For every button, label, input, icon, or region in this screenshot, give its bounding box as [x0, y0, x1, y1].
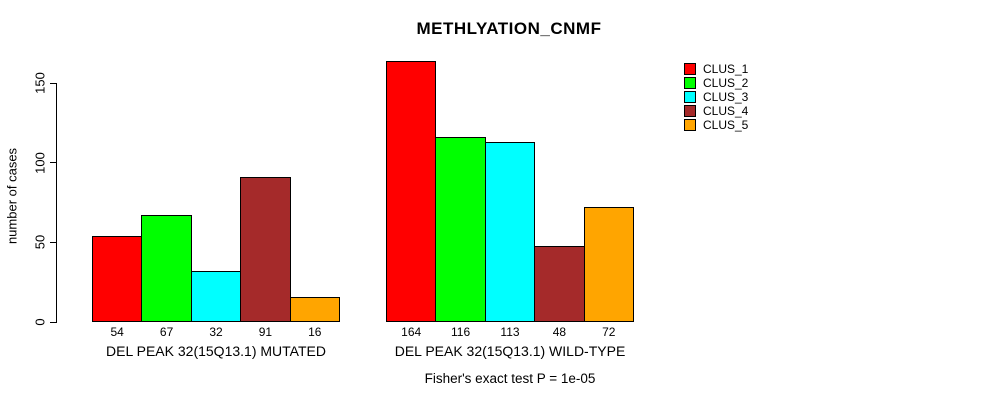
bar-clus_1-group1 [92, 235, 143, 322]
chart-title: METHLYATION_CNMF [416, 19, 602, 38]
bar-clus_4-group1 [240, 177, 291, 322]
y-axis-tick [50, 321, 56, 323]
legend-item-label: CLUS_3 [703, 90, 749, 104]
legend-swatch-clus_5 [684, 119, 696, 131]
bar-value-label: 67 [159, 325, 174, 339]
y-axis-tick-label: 150 [32, 72, 48, 94]
bar-value-label: 32 [209, 325, 223, 339]
y-axis-tick [50, 162, 56, 164]
legend-swatch-clus_4 [684, 105, 696, 117]
legend-item: CLUS_4 [684, 104, 748, 118]
bar-value-label: 91 [258, 325, 273, 339]
bar-clus_2-group1 [141, 215, 192, 322]
legend-item-label: CLUS_1 [703, 62, 749, 76]
legend-item: CLUS_3 [684, 90, 748, 104]
legend-item-label: CLUS_2 [703, 76, 749, 90]
y-axis-line [56, 83, 57, 323]
bar-clus_5-group2 [583, 207, 634, 322]
y-axis-tick [50, 82, 56, 84]
bar-value-label: 72 [602, 325, 616, 339]
bar-value-label: 16 [308, 325, 322, 339]
group-label-group1: DEL PEAK 32(15Q13.1) MUTATED [106, 343, 326, 359]
y-axis-tick-label: 0 [32, 318, 48, 326]
bar-value-label: 116 [451, 325, 471, 339]
bar-value-label: 54 [110, 325, 124, 339]
bar-value-label: 164 [401, 325, 422, 339]
bar-value-label: 48 [552, 325, 567, 339]
legend: CLUS_1 CLUS_2 CLUS_3 CLUS_4 CLUS_5 [684, 62, 748, 132]
bar-value-label: 113 [500, 325, 520, 339]
legend-item: CLUS_5 [684, 118, 748, 132]
bar-clus_1-group2 [386, 60, 437, 322]
legend-item: CLUS_2 [684, 76, 748, 90]
fisher-test-annotation: Fisher's exact test P = 1e-05 [424, 371, 596, 386]
bar-clus_4-group2 [534, 245, 585, 322]
y-axis-label: number of cases [4, 147, 20, 245]
legend-item: CLUS_1 [684, 62, 748, 76]
group-label-group2: DEL PEAK 32(15Q13.1) WILD-TYPE [394, 343, 626, 359]
legend-swatch-clus_2 [684, 77, 696, 89]
legend-swatch-clus_3 [684, 91, 696, 103]
legend-item-label: CLUS_4 [703, 104, 749, 118]
y-axis-tick [50, 241, 56, 243]
y-axis-tick-label: 100 [32, 151, 48, 174]
bar-clus_3-group2 [484, 141, 536, 322]
y-axis-tick-label: 50 [32, 235, 48, 250]
bar-clus_2-group2 [435, 137, 486, 322]
legend-item-label: CLUS_5 [703, 118, 749, 132]
legend-swatch-clus_1 [684, 63, 696, 75]
bar-clus_5-group1 [289, 296, 340, 322]
bar-clus_3-group1 [190, 271, 242, 322]
